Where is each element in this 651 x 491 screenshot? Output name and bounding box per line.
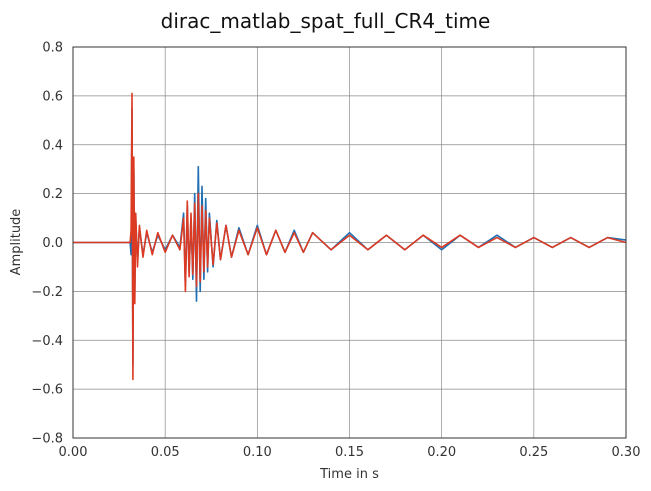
x-tick-label: 0.30 [612,445,641,460]
grid [72,46,627,439]
y-axis: −0.8 −0.6 −0.4 −0.2 0.0 0.2 0.4 0.6 0.8 [31,41,63,447]
x-tick-label: 0.15 [335,445,364,460]
y-tick-label: 0.4 [42,138,63,153]
y-tick-label: 0.8 [42,41,63,56]
x-axis: 0.00 0.05 0.10 0.15 0.20 0.25 0.30 [59,445,641,460]
x-tick-label: 0.20 [427,445,456,460]
plot-frame [72,46,627,439]
y-tick-label: −0.6 [31,383,63,398]
y-tick-label: −0.2 [31,285,63,300]
y-tick-label: −0.4 [31,334,63,349]
chart-title: dirac_matlab_spat_full_CR4_time [161,9,491,33]
series-layer [73,92,627,381]
y-tick-label: 0.0 [42,236,63,251]
y-tick-label: −0.8 [31,432,63,447]
y-tick-label: 0.6 [42,89,63,104]
x-axis-label: Time in s [319,467,379,482]
x-tick-label: 0.00 [59,445,88,460]
y-tick-label: 0.2 [42,187,63,202]
y-axis-label: Amplitude [9,209,24,276]
x-tick-label: 0.05 [151,445,180,460]
x-tick-label: 0.10 [243,445,272,460]
x-tick-label: 0.25 [519,445,548,460]
series-line-2 [73,92,627,381]
